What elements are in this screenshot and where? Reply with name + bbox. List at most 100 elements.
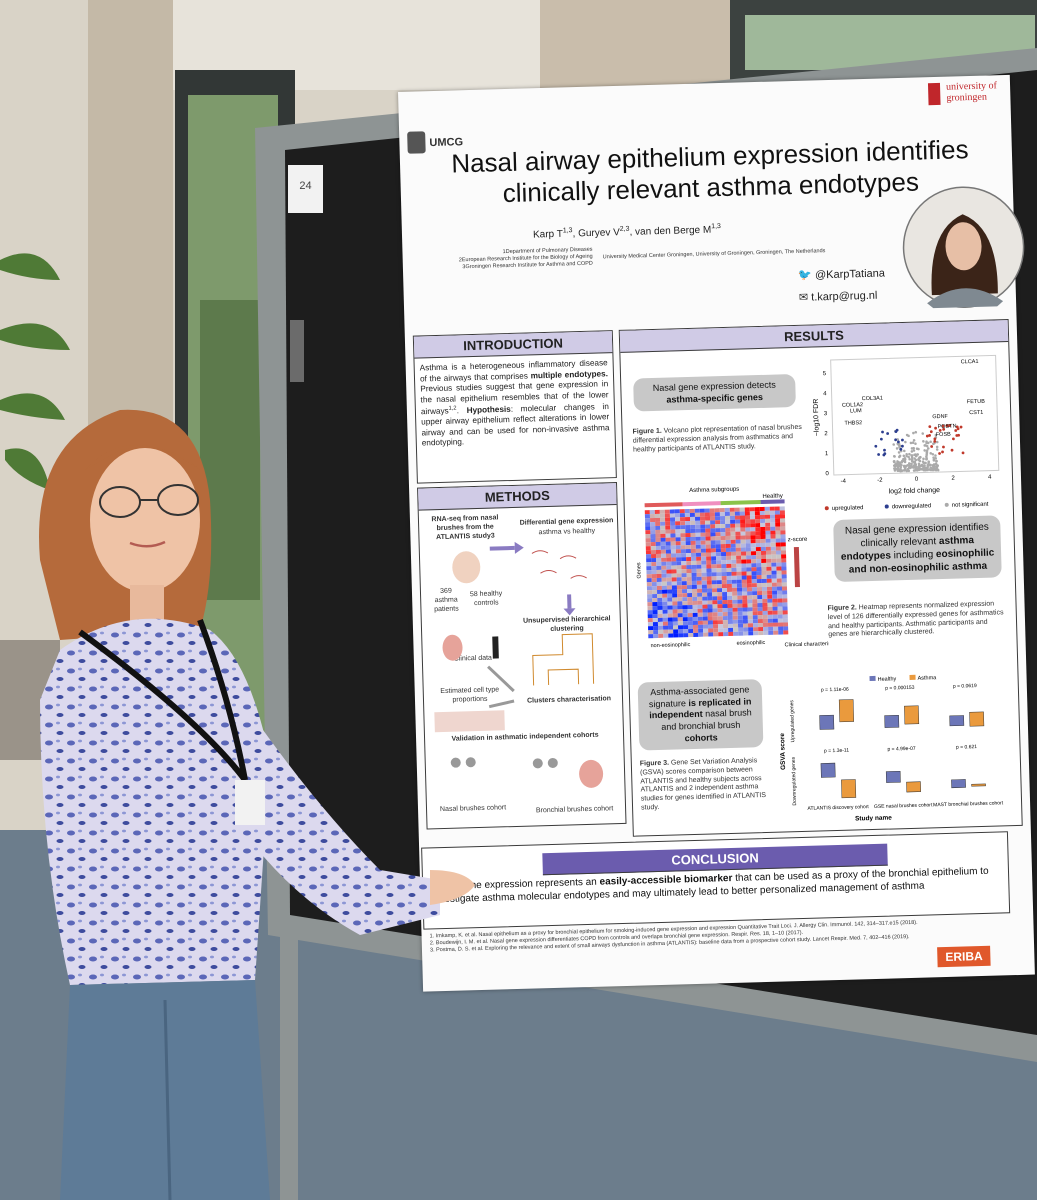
dot bbox=[898, 468, 901, 472]
heatmap-cell bbox=[677, 605, 683, 610]
heatmap-cell bbox=[673, 629, 679, 634]
heatmap-cell bbox=[732, 615, 738, 620]
heatmap-cell bbox=[657, 597, 663, 602]
heatmap-cell bbox=[682, 601, 688, 606]
heatmap-cell bbox=[650, 537, 656, 543]
heatmap-cell bbox=[726, 555, 732, 561]
heatmap-cell bbox=[740, 539, 746, 544]
dot bbox=[942, 427, 946, 431]
heatmap-cell bbox=[722, 607, 728, 613]
heatmap-cell bbox=[780, 550, 787, 555]
heatmap-cell bbox=[741, 555, 747, 560]
heatmap-cell bbox=[760, 526, 766, 532]
heatmap-cell bbox=[762, 618, 768, 624]
heatmap-cell bbox=[676, 565, 682, 570]
poster: UMCG university of groningen Nasal airwa… bbox=[398, 74, 1035, 992]
heatmap-cell bbox=[676, 577, 682, 582]
heatmap-cell bbox=[745, 531, 751, 536]
heatmap-cell bbox=[734, 507, 740, 512]
heatmap-cell bbox=[672, 621, 679, 626]
heatmap-cell bbox=[695, 548, 701, 553]
heatmap-cell bbox=[756, 555, 762, 560]
heatmap-cell bbox=[651, 557, 657, 563]
heatmap-cell bbox=[691, 560, 697, 565]
heatmap-cell bbox=[653, 633, 659, 639]
heatmap-cell bbox=[702, 620, 708, 625]
heatmap-cell bbox=[756, 559, 762, 564]
heatmap-cell bbox=[757, 623, 764, 628]
heatmap-cell bbox=[725, 523, 731, 529]
heatmap-cell bbox=[715, 544, 721, 549]
dot bbox=[874, 444, 878, 448]
heatmap-cell bbox=[726, 571, 732, 577]
heatmap-cell bbox=[697, 620, 703, 625]
heatmap-cell bbox=[745, 539, 751, 544]
heatmap-cell bbox=[747, 623, 754, 628]
heatmap-cell bbox=[649, 513, 655, 519]
heatmap-cell bbox=[768, 626, 774, 631]
heatmap-cell bbox=[695, 544, 701, 549]
heatmap-cell bbox=[649, 517, 656, 523]
heatmap-cell bbox=[780, 534, 786, 539]
heatmap-cell bbox=[778, 626, 784, 631]
heatmap-cell bbox=[691, 572, 697, 577]
dot bbox=[908, 464, 911, 468]
heatmap-cell bbox=[697, 604, 703, 609]
heatmap-cell bbox=[737, 591, 743, 596]
heatmap-cell bbox=[756, 575, 762, 580]
heatmap-cell bbox=[694, 516, 701, 521]
heatmap-cell bbox=[776, 554, 782, 559]
heatmap-cell bbox=[728, 627, 734, 632]
heatmap-cell bbox=[677, 601, 683, 606]
heatmap-cell bbox=[747, 595, 753, 600]
heatmap-cell bbox=[655, 541, 661, 546]
heatmap-cell bbox=[770, 542, 776, 547]
heatmap-cell bbox=[757, 615, 763, 620]
heatmap-cell bbox=[726, 579, 732, 585]
heatmap-cell bbox=[698, 632, 704, 637]
text-segment: cohorts bbox=[684, 732, 718, 743]
heatmap-cell bbox=[701, 588, 708, 593]
heatmap-cell bbox=[719, 508, 725, 513]
heatmap-cell bbox=[765, 526, 771, 531]
heatmap-cell bbox=[752, 623, 759, 628]
heatmap-cell bbox=[692, 592, 698, 597]
heatmap-cell bbox=[732, 607, 738, 612]
heatmap-cell bbox=[692, 616, 698, 621]
heatmap-cell bbox=[759, 514, 766, 520]
heatmap-cell bbox=[702, 600, 708, 605]
heatmap-cell bbox=[736, 559, 742, 564]
heatmap-cell bbox=[696, 588, 703, 593]
heatmap-cell bbox=[715, 536, 721, 541]
heatmap-cell bbox=[651, 581, 657, 587]
heatmap-cell bbox=[747, 615, 753, 620]
heatmap-cell bbox=[776, 582, 782, 587]
heatmap-cell bbox=[665, 541, 671, 546]
heatmap-cell bbox=[717, 624, 724, 629]
heatmap-cell bbox=[652, 613, 658, 619]
heatmap-cell bbox=[685, 525, 691, 530]
heatmap-cell bbox=[727, 619, 733, 624]
heatmap-cell bbox=[707, 620, 713, 625]
heatmap-cell bbox=[754, 511, 760, 516]
heatmap-cell bbox=[671, 565, 677, 570]
heatmap-cell bbox=[765, 546, 771, 551]
heatmap-cell bbox=[717, 592, 723, 597]
heatmap-cell bbox=[666, 581, 672, 586]
heatmap-cell bbox=[675, 553, 682, 558]
heatmap-cell bbox=[699, 512, 705, 517]
heatmap-cell bbox=[766, 558, 772, 563]
heatmap-cell bbox=[781, 574, 787, 579]
heatmap-cell bbox=[682, 617, 688, 622]
heatmap-cell bbox=[682, 613, 688, 618]
heatmap-cell bbox=[765, 534, 771, 539]
dot bbox=[941, 424, 945, 428]
heatmap-cell bbox=[756, 587, 763, 592]
legend-swatch bbox=[909, 674, 916, 680]
dot bbox=[932, 463, 936, 466]
box bbox=[838, 699, 855, 723]
heatmap-cell bbox=[698, 628, 704, 633]
text-segment: 1,3 bbox=[562, 227, 573, 235]
heatmap-cell bbox=[655, 525, 661, 530]
heatmap-cell bbox=[706, 580, 712, 585]
